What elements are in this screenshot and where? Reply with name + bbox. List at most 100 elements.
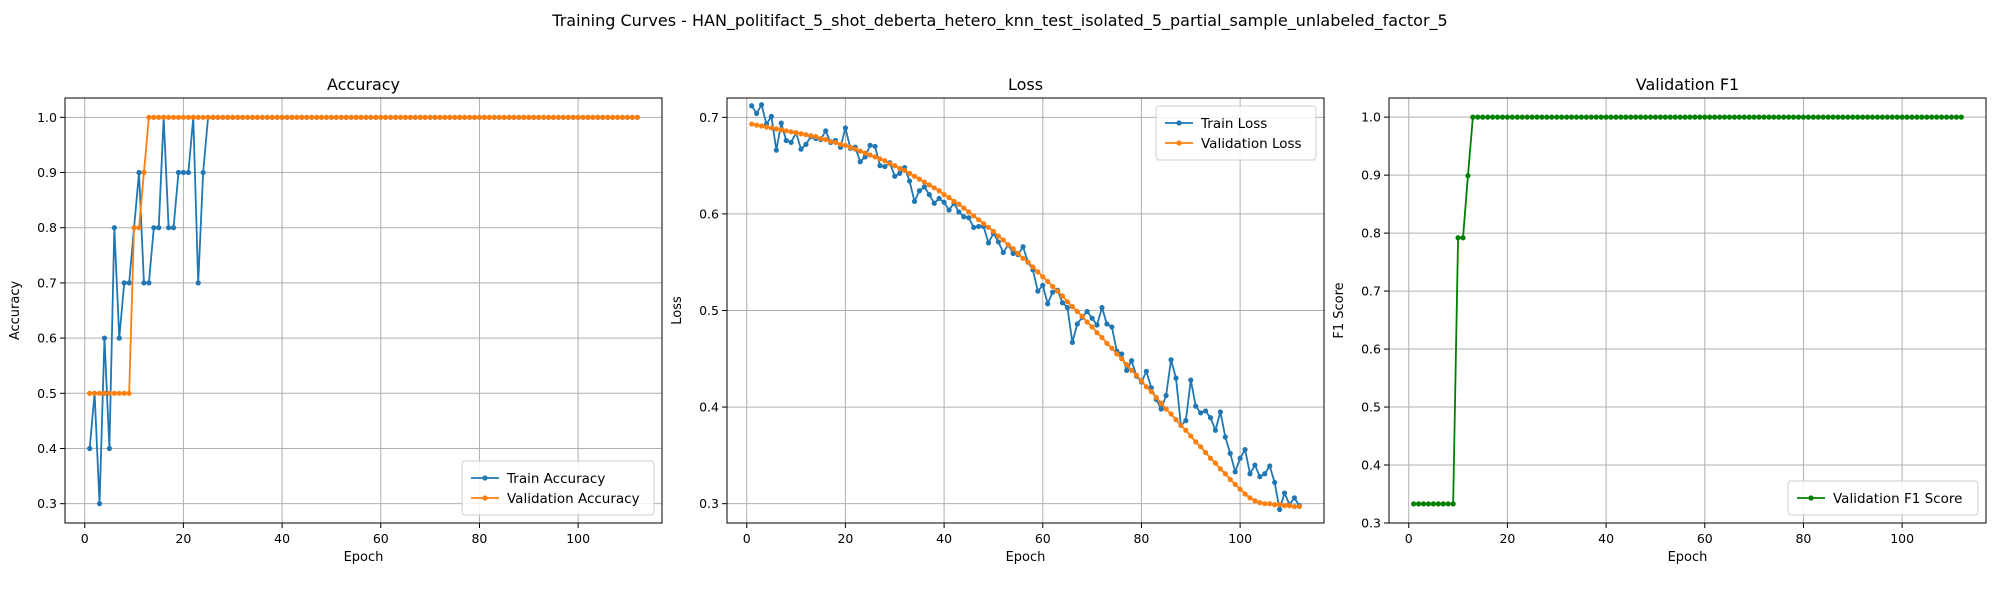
accuracy-series-1-point [87,390,93,396]
validation-f1-title: Validation F1 [1636,75,1739,94]
accuracy-series-1-point [610,114,616,120]
loss-xtick-label: 60 [1035,531,1051,546]
accuracy-series-1-point [175,114,182,120]
loss-series-0-point [921,184,927,190]
loss-series-0-point [1252,462,1258,468]
accuracy-series-1-point [516,114,522,120]
loss-series-1-point [1272,502,1278,508]
loss-ytick-label: 0.5 [699,303,719,318]
accuracy-series-0-point [146,280,152,286]
loss-series-1-point [1099,334,1105,341]
validation-f1-series-0-point [1425,501,1432,507]
accuracy-xtick-label: 60 [373,531,389,546]
validation-f1-series-0-point [1721,114,1728,120]
accuracy-series-1-point [244,114,251,120]
accuracy-series-0-point [136,169,142,176]
loss-series-0-point [1242,446,1248,453]
loss-series-1-point [911,173,918,179]
loss-series-1-point [1247,495,1253,501]
validation-f1-series-0-point [1889,114,1895,120]
loss-series-0-point [956,209,962,215]
accuracy-series-1-point [501,114,507,120]
validation-f1-series-0-point [1800,114,1807,120]
loss-ytick-label: 0.6 [699,206,719,221]
validation-f1-series-0-point [1899,114,1905,120]
validation-f1-series-0-point [1494,114,1501,120]
accuracy-series-1-point [230,114,236,120]
loss-series-1-point [1163,406,1169,412]
accuracy-series-1-point [353,114,359,120]
loss-series-0-point [1183,418,1189,424]
loss-series-1-point [1089,324,1095,330]
loss-series-1-point [1079,313,1085,319]
validation-f1-series-0-point [1751,114,1757,120]
loss-series-1-point [1183,427,1189,433]
loss-series-0-point [926,191,932,198]
validation-f1-series-0-point [1741,114,1747,120]
loss-series-1-point [1232,481,1238,487]
loss-series-0-point [1262,471,1268,477]
accuracy-series-1-point [580,114,586,120]
validation-f1-series-0-point [1667,114,1673,120]
loss-series-1-point [803,132,809,138]
validation-f1-series-0-point [1731,114,1737,120]
accuracy-series-1-point [536,114,542,120]
loss-xlabel: Epoch [1006,550,1046,565]
validation-f1-series-0-point [1687,114,1693,120]
loss-series-1-point [916,176,923,182]
validation-f1-xtick-label: 0 [1405,531,1413,546]
accuracy-series-1-point [96,390,103,396]
accuracy-series-1-point [254,114,261,120]
loss-series-1-point [1178,422,1184,429]
validation-f1-legend-marker-0 [1808,495,1814,501]
loss-series-1-point [1212,460,1219,466]
loss-series-0-point [1104,321,1110,327]
validation-f1-panel: 0 20 40 60 80 100 0.3 0.4 0.5 0.6 0.7 0.8 0.9 1.0 Vali… [1332,75,1987,565]
loss-series-1-point [754,122,760,128]
accuracy-legend-box [461,460,655,516]
accuracy-series-1-point [447,114,453,120]
loss-series-1-point [1153,394,1159,401]
accuracy-series-1-point [600,114,606,120]
loss-series-1-point [823,136,829,143]
loss-series-1-point [758,123,765,129]
loss-series-0-point [1119,351,1125,357]
loss-series-1-point [828,138,834,145]
validation-f1-series-0-point [1790,114,1797,120]
validation-f1-series-0-point [1623,114,1629,120]
accuracy-legend-label: Validation Accuracy [507,491,640,507]
accuracy-series-1-point [343,114,349,120]
loss-series-0-point [857,159,863,165]
accuracy-series-1-point [318,114,325,120]
loss-series-0-point [823,128,829,134]
accuracy-series-1-point [116,390,122,396]
loss-series-0-point [758,102,765,108]
validation-f1-series-0-point [1766,114,1772,120]
loss-series-1-point [990,228,997,234]
loss-series-line-1 [751,123,1300,508]
accuracy-series-1-point [378,114,384,120]
accuracy-series-0-point [101,335,108,341]
loss-series-0-point [1148,385,1154,391]
accuracy-series-1-point [629,114,636,120]
loss-series-1-point [1222,471,1228,477]
accuracy-series-1-point [259,114,265,120]
accuracy-series-0-point [106,445,112,452]
loss-series-line-0 [750,103,1301,511]
accuracy-series-1-point [491,114,497,120]
loss-title: Loss [1008,75,1043,94]
validation-f1-series-0-point [1657,114,1663,120]
loss-series-1-point [951,198,957,204]
loss-series-1-point [1173,417,1179,423]
loss-series-0-point [1069,339,1075,345]
validation-f1-series-0-point [1534,114,1540,120]
accuracy-series-1-point [442,114,448,120]
validation-f1-series-0-point [1948,114,1955,120]
accuracy-series-0-point [200,169,206,176]
loss-series-1-point [1069,304,1075,310]
accuracy-series-1-point [402,114,409,120]
validation-f1-series-0-point [1904,114,1910,120]
accuracy-series-1-point [383,114,389,120]
loss-series-1-point [1094,330,1100,336]
validation-f1-series-0-point [1845,114,1851,120]
